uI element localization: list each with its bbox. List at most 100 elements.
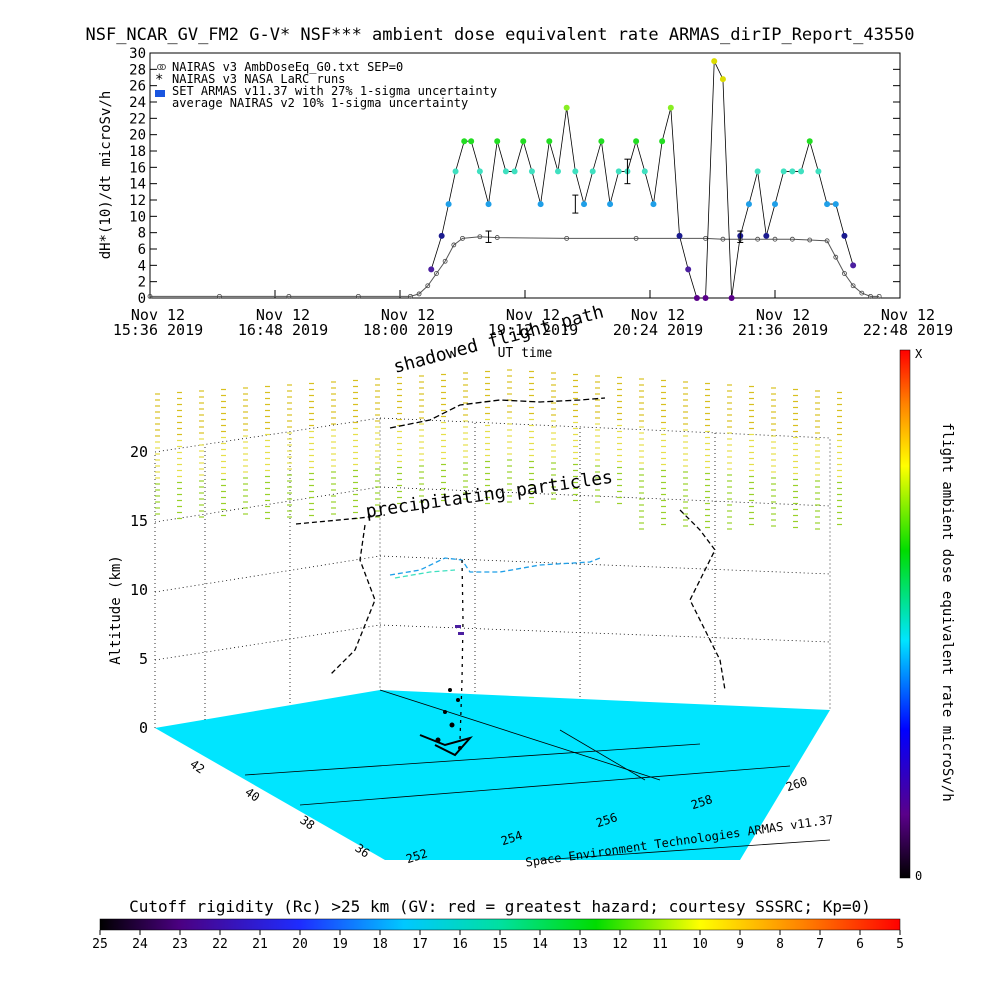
armas-point [641,168,648,175]
nairas-point [286,293,292,299]
y-axis-label: dH*(10)/dt microSv/h [98,91,114,260]
armas-point [815,168,822,175]
armas-point [798,168,805,175]
colorbar-bottom-label: 0 [915,869,922,883]
rigidity-tick-label: 18 [372,937,388,952]
y-tick-label: 16 [129,160,146,176]
rigidity-tick-label: 8 [776,937,784,952]
path-shadow-top [389,397,606,429]
nairas-point [451,242,457,248]
series-layer [147,58,882,301]
altitude-axis: 0 5 10 15 20 [130,443,148,737]
armas-point [598,138,605,145]
nairas-point [755,236,761,242]
armas-point [693,295,700,301]
altitude-tick-label: 20 [130,443,148,461]
armas-point [667,104,674,111]
rigidity-tick-label: 9 [736,937,744,952]
armas-point [754,168,761,175]
chart-title: NSF_NCAR_GV_FM2 G-V* NSF*** ambient dose… [85,25,914,45]
x-tick-label: 21:36 2019 [738,321,828,339]
armas-point [537,201,544,208]
armas-point [528,168,535,175]
armas-point [607,201,614,208]
armas-point [763,232,770,239]
altitude-axis-label: Altitude (km) [108,555,124,665]
path-side-shadow [329,524,376,676]
armas-point [633,138,640,145]
armas-point [685,266,692,273]
nairas-point [633,235,639,241]
x-axis-label: UT time [498,346,553,361]
path-ascent [459,559,464,741]
y-tick-label: 30 [129,46,146,62]
altitude-tick-label: 15 [130,512,148,530]
longitude-tick-label: 260 [784,774,809,794]
nairas-point [442,258,448,264]
x-tick-label: Nov 12 [381,306,435,324]
flight-path [295,397,726,757]
rigidity-tick-label: 25 [92,937,108,952]
longitude-tick-label: 258 [689,792,714,812]
colorbar-label: flight ambient dose equivalent rate micr… [939,422,955,801]
armas-point [728,295,735,301]
altitude-tick-label: 10 [130,581,148,599]
rigidity-tick-label: 7 [816,937,824,952]
longitude-tick-label: 254 [499,828,524,848]
rigidity-tick-label: 22 [212,937,228,952]
armas-point [772,201,778,208]
armas-point [832,201,839,208]
rigidity-title: Cutoff rigidity (Rc) >25 km (GV: red = g… [129,897,871,916]
y-tick-label: 10 [129,209,146,225]
altitude-tick-label: 5 [139,650,148,668]
armas-point [461,138,468,145]
armas-point [711,58,718,65]
longitude-tick-label: 252 [404,846,429,866]
nairas-point [842,271,847,276]
nairas-point [868,293,873,299]
armas-point [494,138,501,145]
x-tick-label: Nov 12 [756,306,810,324]
x-tick-label: Nov 12 [256,306,310,324]
y-tick-label: 26 [129,79,146,95]
latitude-tick-label: 38 [297,813,317,833]
latitude-tick-label: 42 [187,757,207,777]
armas-point [650,201,657,208]
nairas-point [477,234,483,240]
nairas-point [859,290,865,296]
armas-point [615,168,622,175]
nairas-point [147,293,153,299]
armas-point [476,168,483,175]
x-tick-label: Nov 12 [506,306,560,324]
legend-marker-nairas-g0 [157,64,166,70]
x-tick-label: Nov 12 [131,306,185,324]
armas-point [563,104,570,111]
series-armas-line [430,60,854,299]
legend-marker-armas [155,90,165,97]
nairas-point [564,235,570,241]
rigidity-tick-label: 5 [896,937,904,952]
nairas-point [217,293,222,299]
armas-point [572,168,579,175]
nairas-point [833,254,839,260]
latitude-tick-label: 36 [352,841,372,861]
y-tick-label: 6 [138,242,146,258]
nairas-point [416,291,422,297]
y-tick-label: 22 [129,111,146,127]
armas-point [485,201,492,208]
nairas-point [824,238,830,244]
armas-point [780,168,787,175]
path-cruise [389,557,601,576]
rigidity-tick-label: 21 [252,937,268,952]
rigidity-tick-label: 15 [492,937,508,952]
y-tick-label: 18 [129,144,146,160]
rigidity-tick-label: 17 [412,937,428,952]
y-tick-label: 24 [129,95,146,111]
legend-entry: average NAIRAS v2 10% 1-sigma uncertaint… [172,96,468,110]
rigidity-tick-label: 13 [572,937,588,952]
y-tick-label: 2 [138,275,146,291]
x-tick-label: 22:48 2019 [863,321,953,339]
rigidity-tick-label: 10 [692,937,708,952]
dose-colorbar [899,349,911,879]
